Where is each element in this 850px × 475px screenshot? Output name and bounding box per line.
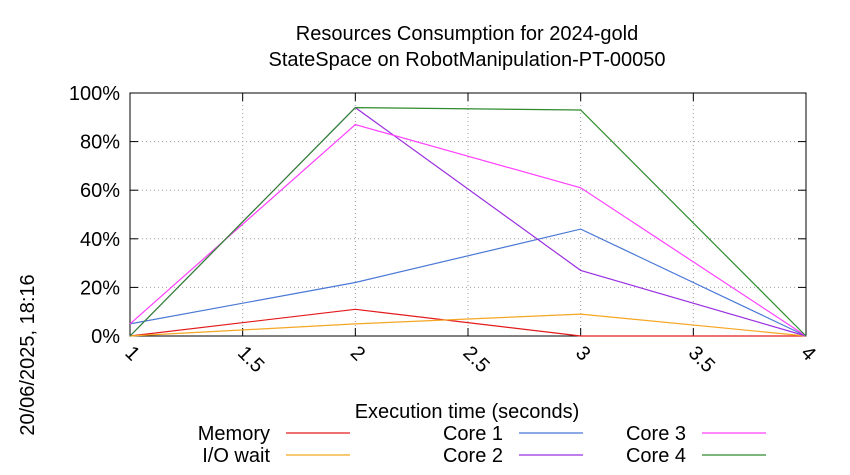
y-tick-labels: 0% 20% 40% 60% 80% 100% [69, 83, 120, 348]
x-tick-label: 1 [120, 342, 143, 365]
y-tick-label: 20% [80, 277, 120, 299]
x-tick-label: 2.5 [458, 342, 493, 377]
legend-label-core-1: Core 1 [443, 423, 503, 445]
series-lines [129, 106, 807, 337]
chart-subtitle: StateSpace on RobotManipulation-PT-00050 [269, 49, 666, 71]
legend-label-i-o-wait: I/O wait [202, 445, 270, 467]
timestamp-label: 20/06/2025, 18:16 [17, 274, 39, 435]
chart-title: Resources Consumption for 2024-gold [296, 23, 638, 45]
series-line-memory [129, 308, 806, 337]
x-tick-label: 1.5 [233, 342, 268, 377]
x-tick-label: 2 [346, 342, 369, 365]
x-axis-label: Execution time (seconds) [355, 401, 580, 423]
series-line-i-o-wait [129, 313, 807, 337]
legend-label-core-4: Core 4 [626, 445, 686, 467]
x-tick-label: 3.5 [684, 342, 719, 377]
plot-border [129, 92, 807, 337]
legend-label-core-2: Core 2 [443, 445, 503, 467]
y-tick-label: 0% [91, 326, 120, 348]
x-tick-labels: 1 1.5 2 2.5 3 3.5 4 [120, 342, 819, 377]
y-tick-label: 40% [80, 229, 120, 251]
y-tick-label: 100% [69, 83, 120, 105]
grid-lines [130, 93, 806, 336]
legend-label-core-3: Core 3 [626, 423, 686, 445]
x-tick-label: 4 [796, 342, 819, 365]
series-line-core-4 [129, 106, 807, 337]
x-tick-label: 3 [571, 342, 594, 365]
y-tick-label: 80% [80, 132, 120, 154]
axes [129, 92, 807, 337]
legend-label-memory: Memory [198, 423, 270, 445]
series-line-core-3 [129, 123, 807, 337]
series-line-core-1 [129, 228, 807, 337]
y-tick-label: 60% [80, 180, 120, 202]
